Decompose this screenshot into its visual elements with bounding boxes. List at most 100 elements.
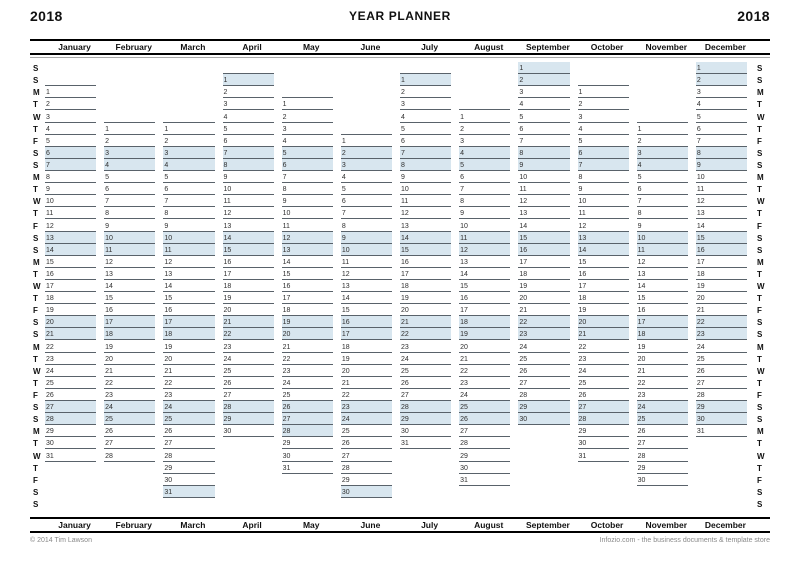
date-cell: 29 — [400, 413, 459, 426]
empty-cell — [696, 498, 755, 510]
write-line: 31 — [459, 474, 511, 486]
date-number: 16 — [696, 246, 705, 254]
write-line: 1 — [163, 123, 215, 135]
date-cell: 12 — [45, 219, 104, 232]
date-number: 12 — [223, 210, 232, 218]
date-cell: 8 — [163, 207, 222, 220]
write-line: 29 — [281, 437, 333, 450]
date-number: 20 — [164, 355, 173, 363]
date-number: 22 — [164, 379, 173, 387]
day-letter: T — [30, 292, 45, 304]
date-cell: 16 — [459, 292, 518, 305]
date-number: 29 — [578, 428, 587, 436]
date-cell: 15 — [45, 256, 104, 268]
date-cell: 24 — [636, 401, 696, 414]
lead-line-cell — [577, 74, 637, 87]
date-cell: 19 — [222, 292, 282, 305]
empty-cell — [104, 486, 163, 498]
write-line: 20 — [518, 292, 570, 305]
write-line: 5 — [695, 110, 747, 123]
date-cell: 2 — [104, 135, 163, 147]
date-cell: 2 — [222, 86, 282, 99]
date-cell: 18 — [518, 268, 577, 280]
date-number: 29 — [519, 404, 528, 412]
write-line: 8 — [459, 195, 511, 208]
date-cell: 13 — [281, 243, 341, 256]
date-cell: 19 — [577, 304, 637, 317]
day-letter-text: S — [757, 64, 763, 74]
day-letter-text: F — [757, 221, 762, 231]
date-cell: 11 — [340, 256, 400, 268]
write-line: 25 — [163, 413, 215, 426]
date-number: 14 — [341, 295, 350, 303]
date-cell: 10 — [577, 195, 637, 208]
date-number: 30 — [164, 476, 173, 484]
write-line: 14 — [45, 243, 97, 256]
write-line: 8 — [695, 146, 747, 159]
date-number: 11 — [460, 234, 468, 242]
date-cell: 7 — [104, 195, 163, 208]
date-cell: 19 — [636, 340, 696, 353]
date-number: 28 — [46, 416, 54, 424]
day-letter: S — [755, 316, 770, 328]
date-cell: 16 — [163, 304, 222, 317]
date-number: 24 — [105, 404, 113, 412]
day-letter-text: T — [33, 294, 38, 304]
write-line: 26 — [636, 425, 688, 438]
date-number: 26 — [164, 428, 173, 436]
write-line: 23 — [163, 389, 215, 402]
date-number: 2 — [519, 77, 524, 85]
date-number: 18 — [164, 331, 173, 339]
date-number: 2 — [460, 125, 465, 133]
month-name-may: May — [302, 520, 320, 530]
write-line: 11 — [281, 219, 333, 232]
date-number: 2 — [223, 89, 228, 97]
date-number: 21 — [696, 307, 705, 315]
month-header-bottom: January February March April May June July Augu… — [30, 517, 770, 533]
date-cell: 7 — [45, 158, 104, 171]
write-line: 15 — [400, 243, 452, 256]
date-number: 13 — [105, 270, 113, 278]
day-letter: F — [755, 135, 770, 147]
write-line: 18 — [636, 328, 688, 341]
write-line: 19 — [518, 280, 570, 293]
write-line: 20 — [281, 328, 333, 341]
date-number: 2 — [578, 101, 583, 109]
date-cell: 4 — [577, 123, 637, 135]
date-number: 28 — [696, 392, 705, 400]
write-line: 23 — [45, 353, 97, 365]
copyright-text: © 2014 Tim Lawson — [30, 537, 92, 544]
date-cell: 21 — [281, 340, 341, 353]
empty-cell — [223, 449, 282, 461]
write-line: 22 — [459, 365, 511, 377]
date-number: 6 — [164, 186, 169, 194]
date-number: 17 — [578, 283, 587, 291]
date-cell: 23 — [695, 328, 755, 341]
date-number: 19 — [460, 331, 468, 339]
date-number: 17 — [519, 258, 528, 266]
date-number: 10 — [460, 222, 468, 230]
date-cell: 12 — [459, 243, 518, 256]
write-line: 25 — [104, 413, 156, 426]
date-number: 8 — [696, 149, 701, 157]
write-line: 25 — [400, 365, 452, 377]
date-number: 28 — [578, 416, 587, 424]
date-number: 18 — [341, 343, 350, 351]
write-line: 1 — [222, 74, 274, 87]
date-cell: 24 — [104, 401, 163, 414]
date-cell: 19 — [518, 280, 577, 293]
write-line: 3 — [518, 86, 570, 99]
date-number: 13 — [401, 222, 409, 230]
date-cell: 6 — [222, 135, 282, 147]
date-cell: 27 — [577, 401, 637, 414]
date-number: 5 — [105, 174, 110, 182]
date-cell: 4 — [695, 98, 755, 111]
write-line: 28 — [577, 413, 629, 426]
date-cell: 16 — [45, 268, 104, 280]
date-cell: 7 — [577, 158, 637, 171]
date-cell: 5 — [400, 123, 459, 135]
date-number: 6 — [637, 186, 642, 194]
write-line: 24 — [281, 377, 333, 389]
date-cell: 1 — [577, 86, 637, 99]
date-number: 22 — [401, 331, 409, 339]
